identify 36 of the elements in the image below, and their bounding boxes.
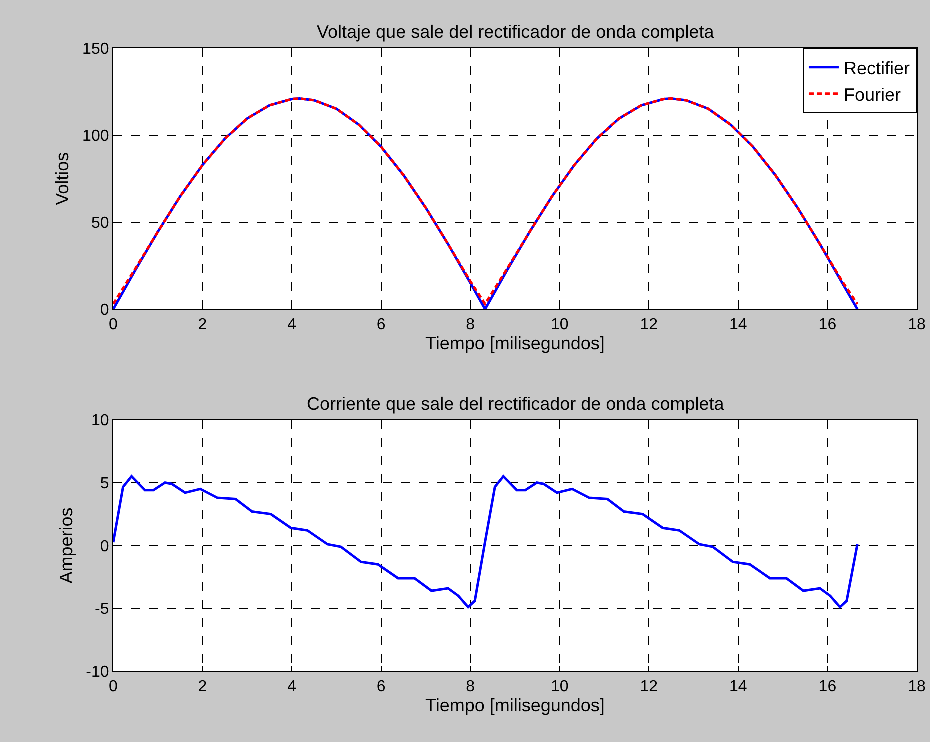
y-tick-label: 0 (100, 538, 110, 556)
y-tick-label: 5 (100, 475, 110, 492)
x-tick-label: 14 (730, 316, 748, 334)
x-tick-label: 4 (288, 316, 297, 334)
line-series (113, 475, 859, 609)
y-tick-label: 0 (100, 302, 110, 320)
y-tick-label: 50 (91, 214, 110, 232)
x-tick-label: 18 (908, 316, 926, 334)
legend-label: Rectifier (844, 58, 910, 78)
y-tick-label: -5 (95, 601, 110, 618)
chart-title: Corriente que sale del rectificador de onda completa (307, 394, 726, 414)
chart-title: Voltaje que sale del rectificador de onda completa (317, 22, 716, 42)
x-tick-label: 14 (730, 678, 748, 696)
y-tick-label: 150 (82, 40, 110, 58)
x-tick-label: 8 (466, 316, 476, 334)
x-tick-label: 16 (818, 678, 837, 696)
x-tick-label: 10 (550, 678, 569, 696)
x-tick-label: 12 (640, 678, 658, 696)
y-axis-title: Amperios (56, 508, 76, 584)
x-axis-title: Tiempo [milisegundos] (426, 696, 605, 716)
x-axis-title: Tiempo [milisegundos] (426, 334, 605, 354)
x-tick-label: 8 (466, 678, 476, 696)
x-tick-label: 2 (198, 678, 208, 696)
x-tick-label: 18 (908, 678, 926, 696)
x-tick-label: 4 (288, 678, 297, 696)
legend-label: Fourier (844, 84, 901, 105)
x-tick-label: 6 (376, 316, 386, 334)
x-tick-label: 2 (198, 316, 208, 334)
x-tick-label: 12 (640, 316, 658, 334)
y-axis-title: Voltios (52, 152, 73, 206)
x-tick-label: 10 (550, 316, 569, 334)
x-tick-label: 16 (818, 316, 837, 334)
y-tick-label: 10 (91, 412, 110, 430)
y-tick-label: 100 (82, 128, 110, 145)
x-tick-label: 6 (376, 678, 386, 696)
y-tick-label: -10 (86, 664, 110, 682)
